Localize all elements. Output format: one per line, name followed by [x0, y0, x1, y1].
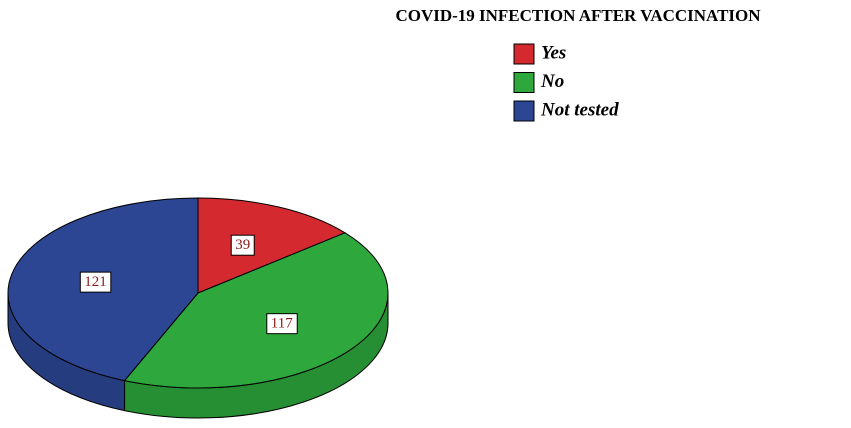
legend-label: Yes [541, 42, 566, 63]
legend: Yes No Not tested [513, 42, 619, 122]
chart-title: COVID-19 INFECTION AFTER VACCINATION [395, 6, 761, 25]
data-label: 117 [271, 316, 293, 332]
legend-swatch [513, 43, 535, 65]
legend-swatch [513, 100, 535, 122]
legend-label: No [540, 71, 564, 92]
slice [197, 197, 347, 294]
data-label-box [79, 271, 112, 293]
data-label: 39 [235, 237, 250, 253]
slice [123, 232, 389, 389]
data-label: 121 [84, 274, 107, 290]
legend-swatch [513, 72, 535, 93]
data-labels: 39 117 121 [79, 234, 298, 335]
data-label-box [266, 313, 298, 335]
data-label-box [230, 234, 255, 256]
legend-label: Not tested [540, 99, 619, 120]
pie-tops [7, 197, 389, 389]
